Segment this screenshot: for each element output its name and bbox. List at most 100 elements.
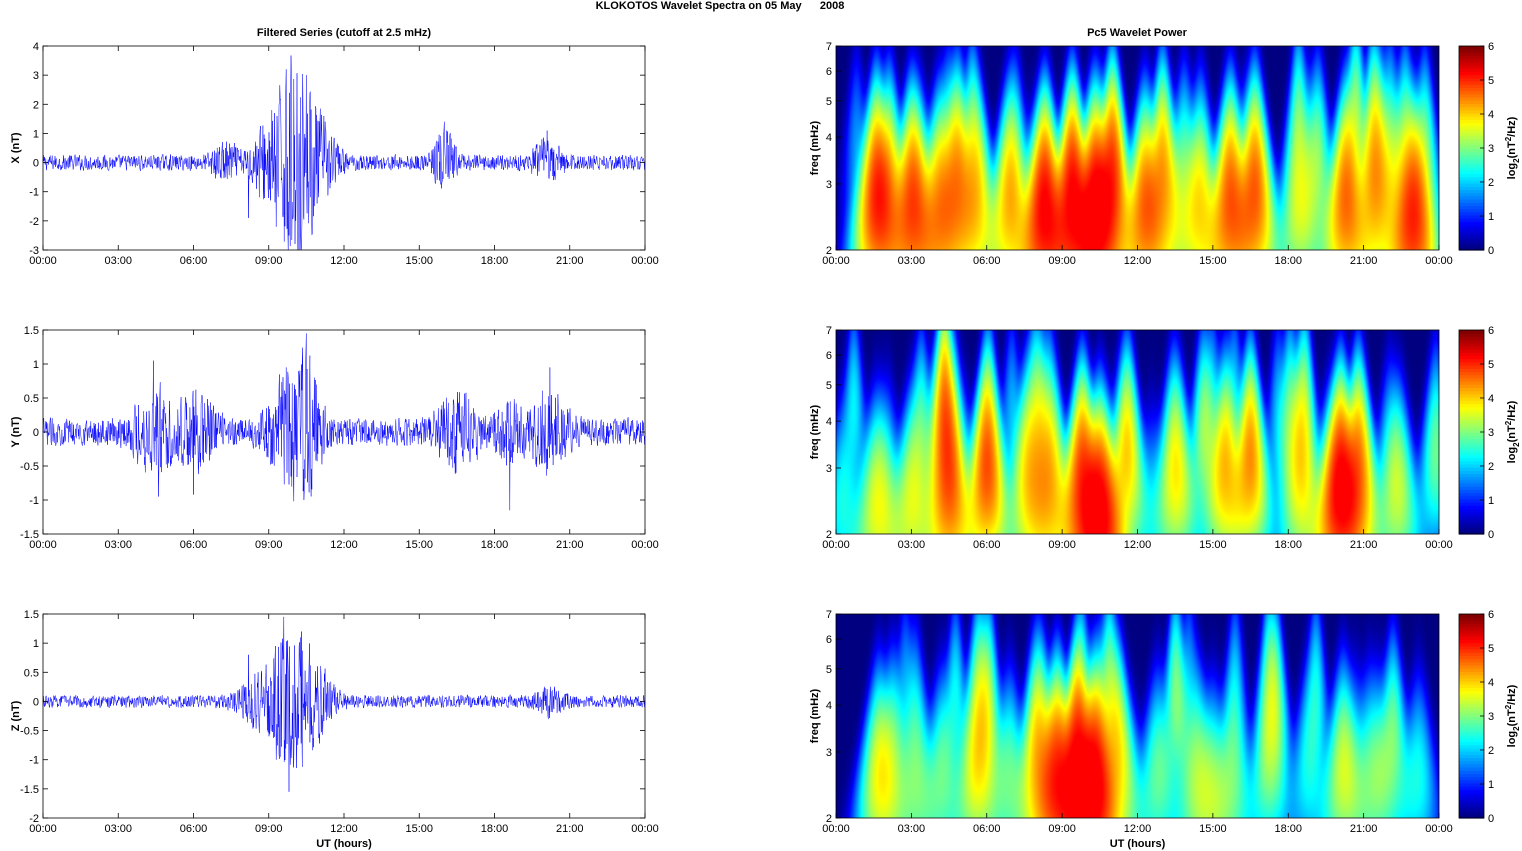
colorbar-segment <box>1459 722 1484 727</box>
y-tick-label: 1.5 <box>24 609 39 621</box>
colorbar: 0 1 2 3 4 5 6 log2(nT2/Hz) <box>1458 609 1521 825</box>
colorbar-tick-label: 3 <box>1488 143 1494 155</box>
colorbar-segment <box>1459 649 1484 653</box>
y-tick-label: -1 <box>29 495 39 507</box>
colorbar-label: log2(nT2/Hz) <box>1504 684 1521 747</box>
colorbar-segment <box>1459 802 1484 806</box>
colorbar-tick-label: 1 <box>1488 211 1494 223</box>
colorbar-segment <box>1459 151 1484 155</box>
colorbar-tick-label: 5 <box>1488 643 1494 655</box>
colorbar-segment <box>1459 767 1484 771</box>
colorbar-segment <box>1459 811 1484 816</box>
colorbar-segment <box>1459 463 1484 468</box>
x-tick-label: 00:00 <box>29 823 57 835</box>
colorbar-segment <box>1459 706 1484 711</box>
colorbar-segment <box>1459 90 1484 95</box>
colorbar-tick-label: 6 <box>1488 41 1494 53</box>
y-tick-label: 5 <box>826 664 832 676</box>
x-tick-label: 06:00 <box>180 255 208 267</box>
x-tick-label: 21:00 <box>556 539 584 551</box>
colorbar-segment <box>1459 336 1484 341</box>
x-tick-label: 03:00 <box>898 823 926 835</box>
colorbar-segment <box>1459 230 1484 235</box>
colorbar-segment <box>1459 687 1484 692</box>
colorbar-tick-label: 0 <box>1488 245 1494 257</box>
colorbar-segment <box>1459 457 1484 462</box>
colorbar-segment <box>1459 396 1484 401</box>
colorbar-segment <box>1459 773 1484 778</box>
x-tick-label: 00:00 <box>631 255 659 267</box>
colorbar-segment <box>1459 141 1484 146</box>
colorbar-tick-label: 6 <box>1488 609 1494 621</box>
x-tick-label: 18:00 <box>1274 539 1302 551</box>
colorbar-segment <box>1459 467 1484 471</box>
colorbar-segment <box>1459 696 1484 701</box>
y-tick-label: 6 <box>826 634 832 646</box>
plot-area <box>43 614 645 818</box>
colorbar-tick-label: 4 <box>1488 109 1494 121</box>
colorbar: 0 1 2 3 4 5 6 log2(nT2/Hz) <box>1458 41 1521 257</box>
colorbar-segment <box>1459 623 1484 628</box>
colorbar-segment <box>1459 700 1484 704</box>
x-tick-label: 09:00 <box>1048 823 1076 835</box>
y-tick-label: 4 <box>826 416 832 428</box>
x-tick-label: 09:00 <box>255 539 283 551</box>
colorbar-segment <box>1459 125 1484 130</box>
x-tick-label: 21:00 <box>1350 539 1378 551</box>
x-tick-label: 12:00 <box>1124 823 1152 835</box>
colorbar-tick-label: 4 <box>1488 393 1494 405</box>
y-tick-label: 4 <box>826 132 832 144</box>
colorbar-segment <box>1459 741 1484 746</box>
x-tick-label: 09:00 <box>1048 539 1076 551</box>
colorbar-tick-label: 0 <box>1488 529 1494 541</box>
x-tick-label: 03:00 <box>104 823 132 835</box>
y-axis-label: Y (nT) <box>10 416 22 447</box>
y-tick-label: -0.5 <box>20 726 39 738</box>
x-tick-label: 12:00 <box>1124 539 1152 551</box>
colorbar-segment <box>1459 358 1484 363</box>
colorbar-segment <box>1459 422 1484 427</box>
colorbar: 0 1 2 3 4 5 6 log2(nT2/Hz) <box>1458 325 1521 541</box>
colorbar-segment <box>1459 505 1484 510</box>
colorbar-segment <box>1459 339 1484 344</box>
x-tick-label: 06:00 <box>180 823 208 835</box>
colorbar-segment <box>1459 205 1484 210</box>
colorbar-segment <box>1459 381 1484 385</box>
colorbar-segment <box>1459 237 1484 242</box>
y-tick-label: -2 <box>29 813 39 825</box>
colorbar-segment <box>1459 735 1484 739</box>
colorbar-segment <box>1459 119 1484 124</box>
colorbar-segment <box>1459 224 1484 229</box>
y-tick-label: 2 <box>826 245 832 257</box>
colorbar-segment <box>1459 527 1484 532</box>
colorbar-segment <box>1459 665 1484 669</box>
colorbar-segment <box>1459 479 1484 484</box>
colorbar-segment <box>1459 738 1484 743</box>
colorbar-segment <box>1459 486 1484 490</box>
x-tick-label: 15:00 <box>1199 539 1227 551</box>
x-tick-label: 03:00 <box>104 255 132 267</box>
y-tick-label: -1 <box>29 755 39 767</box>
colorbar-segment <box>1459 176 1484 181</box>
colorbar-segment <box>1459 97 1484 101</box>
panels: -3 -2 -1 0 1 2 3 4 00:00 03:00 06:00 09:00 12:00 15:0… <box>10 41 1521 850</box>
colorbar-segment <box>1459 342 1484 347</box>
colorbar-segment <box>1459 202 1484 206</box>
colorbar-segment <box>1459 454 1484 459</box>
colorbar-segment <box>1459 731 1484 736</box>
colorbar-segment <box>1459 776 1484 781</box>
colorbar-segment <box>1459 498 1484 503</box>
colorbar-segment <box>1459 712 1484 717</box>
right-column-title: Pc5 Wavelet Power <box>1087 27 1188 39</box>
x-tick-label: 18:00 <box>481 823 509 835</box>
colorbar-segment <box>1459 460 1484 465</box>
colorbar-segment <box>1459 170 1484 175</box>
colorbar-segment <box>1459 451 1484 455</box>
x-tick-label: 15:00 <box>1199 823 1227 835</box>
colorbar-segment <box>1459 221 1484 226</box>
colorbar-tick-label: 6 <box>1488 325 1494 337</box>
colorbar-segment <box>1459 144 1484 149</box>
x-tick-label: 12:00 <box>330 823 358 835</box>
colorbar-segment <box>1459 786 1484 790</box>
